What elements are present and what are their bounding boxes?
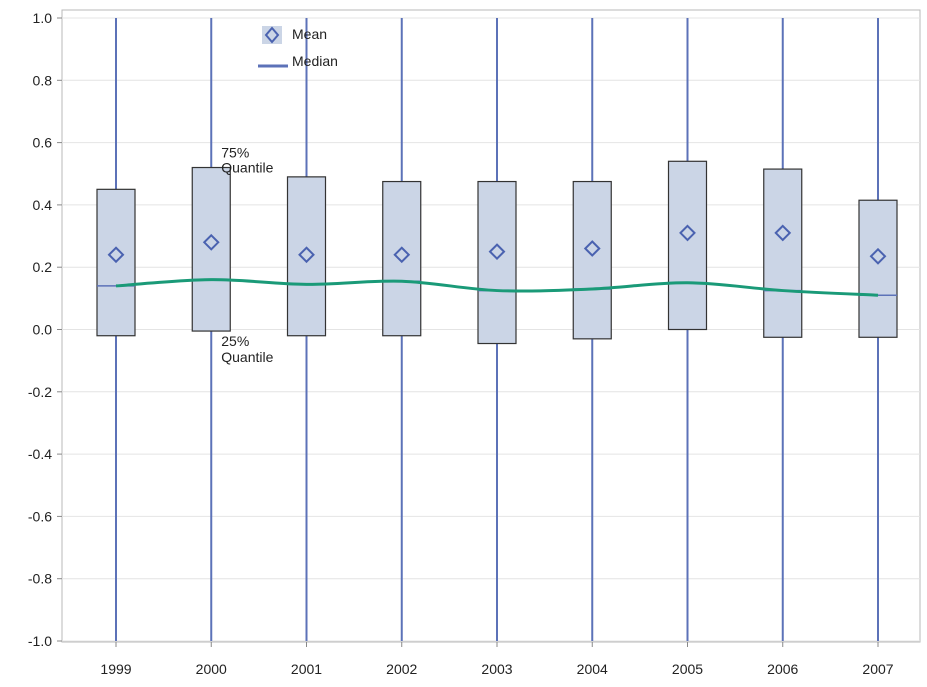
legend-median-label: Median (292, 53, 338, 69)
x-tick-label: 2007 (862, 661, 893, 677)
legend-mean-diamond-icon (264, 26, 280, 44)
x-tick-label: 2003 (481, 661, 512, 677)
q3-annotation-line1: 75% (221, 145, 249, 161)
y-tick-label: 0.2 (33, 259, 53, 275)
x-tick-label: 2000 (196, 661, 227, 677)
box (382, 180, 422, 337)
y-tick-label: 0.6 (33, 135, 53, 151)
x-axis-ticks: 1999 2000 2001 2002 2003 2004 2005 2006 2007 (100, 642, 894, 677)
box (572, 180, 612, 340)
boxes (96, 160, 898, 345)
median-line-group (115, 278, 879, 297)
median-line (115, 278, 879, 297)
legend-mean-swatch (262, 26, 282, 44)
mean-marker (488, 243, 506, 261)
y-tick-label: 0.0 (33, 322, 53, 338)
mean-marker (679, 224, 696, 242)
y-tick-label: 0.8 (33, 72, 53, 88)
mean-marker (583, 240, 601, 257)
x-tick-label: 2006 (767, 661, 798, 677)
legend: Mean Median (258, 26, 338, 69)
mean-marker (869, 247, 887, 265)
q3-annotation-line2: Quantile (221, 160, 273, 176)
box (858, 199, 898, 338)
box (763, 168, 803, 338)
q1-annotation-line2: Quantile (221, 349, 273, 365)
x-tick-label: 2002 (386, 661, 417, 677)
mean-marker (298, 246, 315, 264)
quantile-annotations: 75% Quantile 25% Quantile (221, 145, 273, 366)
mean-marker (774, 224, 792, 242)
y-tick-label: -0.4 (28, 446, 52, 462)
y-tick-label: -0.8 (28, 571, 52, 587)
x-tick-label: 2004 (577, 661, 608, 677)
x-tick-label: 2005 (672, 661, 703, 677)
box (286, 176, 327, 337)
y-tick-label: 0.4 (33, 197, 53, 213)
y-tick-label: -0.6 (28, 508, 52, 524)
x-tick-label: 1999 (100, 661, 131, 677)
y-tick-label: -0.2 (28, 384, 52, 400)
legend-mean-label: Mean (292, 26, 327, 42)
y-tick-label: 1.0 (33, 10, 53, 26)
x-tick-label: 2001 (291, 661, 322, 677)
box (667, 160, 708, 331)
mean-marker (393, 246, 411, 264)
box (477, 180, 517, 345)
y-axis-ticks: 1.0 0.8 0.6 0.4 0.2 0.0 -0.2 -0.4 -0.6 -0.8 -1.0 (28, 10, 62, 649)
y-tick-label: -1.0 (28, 633, 52, 649)
q1-annotation-line1: 25% (221, 333, 249, 349)
mean-marker (107, 246, 125, 264)
mean-markers (107, 224, 887, 265)
mean-marker (202, 233, 220, 251)
